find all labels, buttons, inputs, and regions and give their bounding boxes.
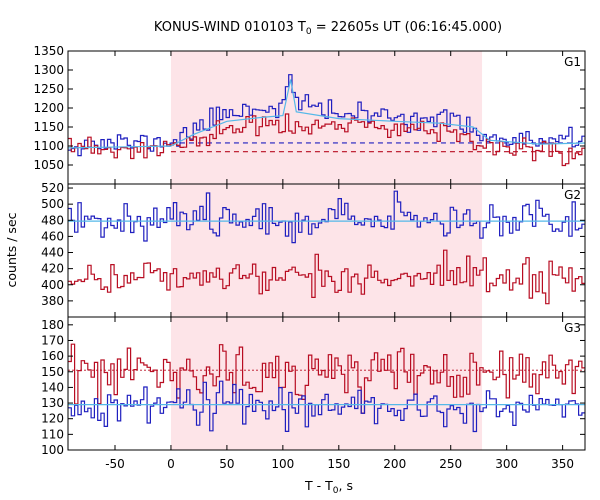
- highlight-layer: [170, 51, 483, 450]
- y-tick-label: 130: [41, 396, 64, 410]
- panel-g2: [68, 190, 585, 305]
- y-tick-label: 1200: [33, 101, 64, 115]
- y-tick-label: 500: [41, 197, 64, 211]
- x-tick-label: 0: [167, 457, 175, 471]
- y-tick-label: 140: [41, 380, 64, 394]
- y-axis-label: counts / sec: [4, 212, 19, 287]
- x-tick-label: -50: [105, 457, 125, 471]
- y-tick-label: 1250: [33, 82, 64, 96]
- x-tick-label: 150: [327, 457, 350, 471]
- x-tick-label: 300: [495, 457, 518, 471]
- panel-label-g3: G3: [564, 321, 581, 335]
- y-tick-label: 1100: [33, 139, 64, 153]
- y-tick-label: 400: [41, 278, 64, 292]
- g3-red-series: [68, 343, 585, 414]
- x-axis-label: T - T0, s: [304, 478, 353, 496]
- burst-interval-highlight: [170, 51, 483, 450]
- g2-red-series: [68, 249, 585, 305]
- panel-g1: [67, 74, 586, 167]
- panel-g3: [68, 343, 585, 433]
- y-tick-label: 380: [41, 294, 64, 308]
- y-tick-label: 170: [41, 333, 64, 347]
- g3-blue-series: [68, 380, 585, 433]
- y-tick-label: 520: [41, 181, 64, 195]
- x-tick-label: 200: [383, 457, 406, 471]
- y-tick-label: 480: [41, 213, 64, 227]
- x-tick-label: 100: [271, 457, 294, 471]
- y-tick-label: 100: [41, 443, 64, 457]
- y-tick-label: 110: [41, 427, 64, 441]
- y-tick-label: 160: [41, 349, 64, 363]
- g1-fit-curve-0: [67, 79, 586, 149]
- y-tick-label: 1150: [33, 120, 64, 134]
- y-tick-label: 1050: [33, 158, 64, 172]
- panel-frame-g3: [67, 316, 586, 451]
- axes-layer: G11050110011501200125013001350G238040042…: [33, 44, 586, 471]
- panel-label-g1: G1: [564, 55, 581, 69]
- y-tick-label: 180: [41, 318, 64, 332]
- y-tick-label: 440: [41, 246, 64, 260]
- panel-label-g2: G2: [564, 188, 581, 202]
- x-tick-label: 350: [551, 457, 574, 471]
- y-tick-label: 120: [41, 412, 64, 426]
- y-tick-label: 420: [41, 262, 64, 276]
- x-tick-label: 250: [439, 457, 462, 471]
- y-tick-label: 1350: [33, 44, 64, 58]
- series-layer: [67, 74, 586, 433]
- y-tick-label: 150: [41, 365, 64, 379]
- chart-title: KONUS-WIND 010103 T0 = 22605s UT (06:16:…: [154, 20, 502, 37]
- g1-red-series: [68, 113, 585, 167]
- x-tick-label: 50: [219, 457, 234, 471]
- y-tick-label: 1300: [33, 63, 64, 77]
- y-tick-label: 460: [41, 229, 64, 243]
